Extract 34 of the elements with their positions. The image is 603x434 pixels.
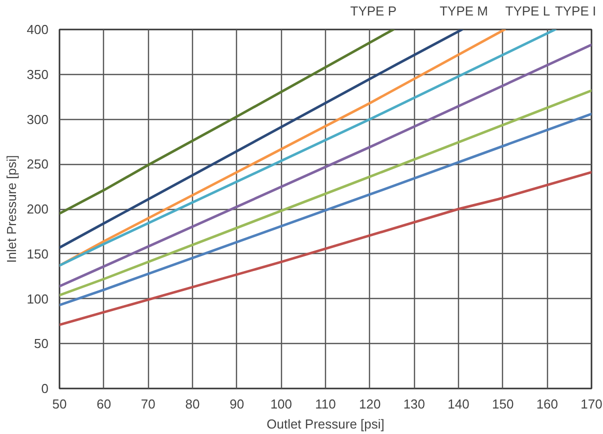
line-series [60, 44, 592, 288]
text: TYPE I [554, 4, 596, 18]
y-tick-label: 0 [41, 381, 49, 396]
x-tick-label: 140 [448, 396, 470, 412]
x-tick-label: 130 [403, 396, 426, 412]
line-series [60, 89, 592, 296]
line-series [60, 30, 395, 215]
x-tick-label: 80 [185, 396, 200, 412]
x-tick-label: 60 [96, 396, 112, 412]
y-tick-label: 350 [26, 66, 49, 82]
y-tick-label: 150 [26, 246, 49, 262]
y-tick-label: 200 [26, 202, 49, 216]
y-axis-title: Inlet Pressure [psi] [4, 155, 19, 263]
y-tick-label: 100 [26, 291, 49, 306]
y-tick-label: 250 [26, 156, 49, 172]
x-tick-label: 110 [315, 396, 336, 412]
x-tick-label: 160 [536, 396, 558, 412]
y-tick-label: 300 [26, 112, 49, 127]
y-tick-label: 400 [26, 22, 49, 37]
x-tick-label: 50 [52, 396, 67, 412]
text: TYPE L [505, 4, 550, 18]
y-tick-label: 50 [34, 336, 49, 352]
x-tick-label: 70 [140, 396, 156, 412]
x-tick-label: 90 [230, 396, 244, 412]
x-tick-label: 150 [492, 396, 514, 412]
line-series [60, 30, 464, 249]
line-series [60, 170, 592, 326]
x-tick-label: 100 [270, 396, 292, 412]
line-series [60, 112, 592, 306]
text: TYPE M [440, 4, 488, 18]
x-tick-label: 120 [358, 396, 381, 412]
x-tick-label: 170 [580, 396, 602, 412]
x-axis-title: Outlet Pressure [psi] [266, 416, 384, 432]
text: TYPE P [350, 4, 397, 18]
